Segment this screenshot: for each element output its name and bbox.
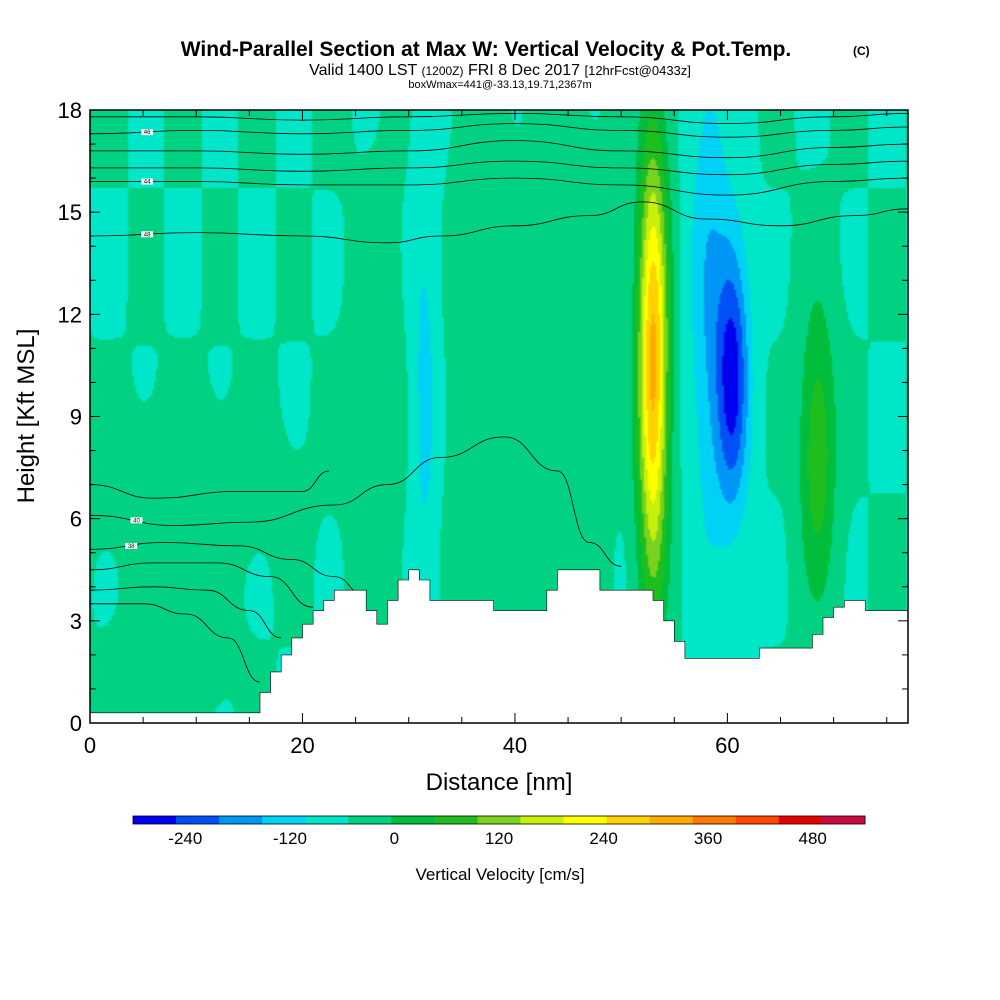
y-axis-ticks: 0 3 6 9 12 15 18 — [58, 98, 908, 736]
colorbar: -240 -120 0 120 240 360 480 — [132, 815, 866, 848]
terrain-mask — [90, 569, 908, 723]
valid-forecast: [12hrFcst@0433z] — [584, 63, 690, 78]
theta-contour-line — [90, 123, 908, 138]
theta-contour-line — [90, 586, 282, 639]
colorbar-tick-label: 480 — [799, 829, 827, 848]
theta-contour-line — [90, 177, 908, 196]
valid-line: Valid 1400 LST (1200Z) FRI 8 Dec 2017 [1… — [309, 62, 691, 79]
theta-contour-line — [90, 542, 367, 598]
colorbar-swatch — [348, 816, 392, 824]
colorbar-swatch — [735, 816, 780, 824]
theta-contour-line — [90, 436, 622, 567]
contour-label-bg — [130, 517, 143, 524]
valid-utc: (1200Z) — [421, 64, 463, 78]
colorbar-swatch — [391, 816, 435, 824]
theta-contour-line — [90, 160, 908, 176]
contour-label: 46 — [144, 130, 151, 136]
colorbar-tick-label: 0 — [390, 829, 399, 848]
colorbar-tick-label: 360 — [694, 829, 722, 848]
colorbar-swatch — [520, 816, 564, 824]
x-tick-label: 40 — [503, 733, 527, 758]
contour-label: 38 — [128, 544, 135, 550]
y-tick-label: 0 — [70, 711, 82, 736]
colorbar-tick-label: 240 — [589, 829, 617, 848]
colorbar-swatch — [262, 816, 306, 824]
potential-temperature-contours: 46 44 48 40 38 — [90, 112, 908, 683]
colorbar-swatch — [563, 816, 607, 824]
colorbar-swatch — [692, 816, 737, 824]
colorbar-swatch — [778, 816, 823, 824]
contour-label-bg — [125, 542, 138, 549]
theta-contour-line — [90, 201, 908, 244]
chart-title: Wind-Parallel Section at Max W: Vertical… — [181, 38, 792, 61]
theta-contour-line — [90, 562, 314, 608]
box-info: boxWmax=441@-33.13,19.71,2367m — [408, 79, 591, 91]
y-tick-label: 6 — [70, 507, 82, 532]
colorbar-swatch — [649, 816, 694, 824]
theta-contour-line — [90, 140, 908, 159]
colorbar-tick-label: -240 — [168, 829, 202, 848]
contour-label-bg — [141, 129, 154, 136]
y-axis-label: Height [Kft MSL] — [13, 329, 40, 504]
contour-label: 40 — [133, 518, 140, 524]
contour-label: 48 — [144, 232, 151, 238]
colorbar-swatch — [434, 816, 478, 824]
colorbar-swatch — [176, 816, 220, 824]
x-axis-ticks: 0 20 40 60 — [84, 110, 888, 758]
colorbar-swatch — [305, 816, 349, 824]
colorbar-tick-label: -120 — [273, 829, 307, 848]
colorbar-tick-label: 120 — [485, 829, 513, 848]
x-axis-label: Distance [nm] — [426, 769, 573, 796]
colorbar-swatch — [133, 816, 177, 824]
x-tick-label: 60 — [715, 733, 739, 758]
contour-label-bg — [141, 178, 154, 185]
theta-contour-line — [90, 603, 261, 683]
colorbar-swatch — [606, 816, 651, 824]
valid-prefix: Valid 1400 LST — [309, 62, 417, 79]
y-tick-label: 12 — [58, 302, 82, 327]
colorbar-swatch — [219, 816, 263, 824]
colorbar-frame — [132, 815, 866, 825]
colorbar-swatch — [821, 816, 866, 824]
chart-title-mark: (C) — [853, 44, 870, 58]
x-tick-label: 20 — [290, 733, 314, 758]
colorbar-swatch — [477, 816, 521, 824]
y-tick-label: 3 — [70, 609, 82, 634]
colorbar-label: Vertical Velocity [cm/s] — [415, 865, 584, 884]
x-tick-label: 0 — [84, 733, 96, 758]
contour-label: 44 — [144, 180, 151, 186]
contour-label-bg — [141, 231, 154, 238]
theta-contour-line — [90, 470, 330, 499]
y-tick-label: 15 — [58, 200, 82, 225]
plot-area: 46 44 48 40 38 0 20 40 60 0 3 6 9 12 15 18 — [58, 98, 909, 758]
y-tick-label: 18 — [58, 98, 82, 123]
valid-date: FRI 8 Dec 2017 — [468, 62, 580, 79]
y-tick-label: 9 — [70, 405, 82, 430]
